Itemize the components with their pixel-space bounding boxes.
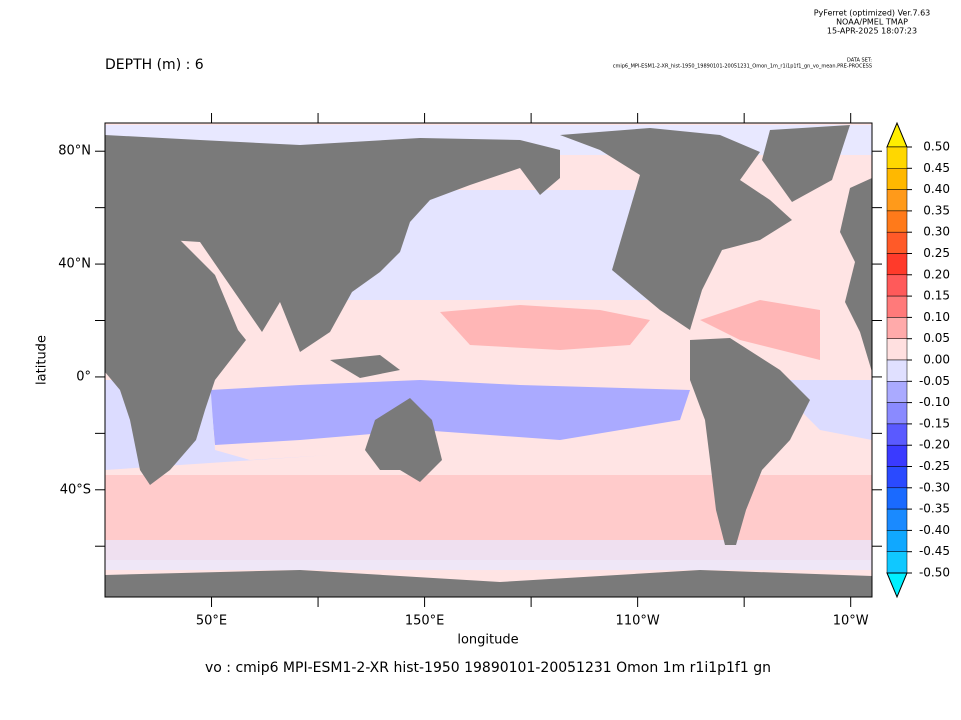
- colorbar-label: -0.30: [919, 480, 950, 494]
- field-region: [105, 540, 872, 570]
- colorbar-box: [886, 381, 908, 403]
- colorbar-box: [886, 295, 908, 318]
- colorbar-box: [886, 168, 908, 190]
- timestamp: 15-APR-2025 18:07:23: [827, 27, 917, 36]
- south-america: [690, 338, 810, 545]
- colorbar-box: [886, 338, 908, 361]
- colorbar-label: -0.25: [919, 459, 950, 473]
- depth-title: DEPTH (m) : 6: [105, 57, 204, 73]
- colorbar-label: 0.20: [923, 267, 950, 281]
- colorbar-label: 0.45: [923, 161, 950, 175]
- colorbar-label: -0.10: [919, 395, 950, 409]
- y-tick-label: 40°N: [58, 257, 91, 272]
- greenland: [762, 125, 850, 202]
- antarctica: [105, 570, 872, 597]
- map-frame: [104, 122, 873, 598]
- x-axis-label: longitude: [457, 633, 518, 648]
- x-tick-label: 110°W: [616, 614, 660, 629]
- colorbar-box: [886, 317, 908, 339]
- colorbar-under: [886, 572, 908, 599]
- colorbar-label: -0.50: [919, 566, 950, 580]
- colorbar-box: [886, 274, 908, 297]
- africa: [105, 235, 246, 485]
- colorbar-box: [886, 146, 908, 169]
- colorbar-box: [886, 253, 908, 276]
- x-tick-label: 150°E: [405, 614, 445, 629]
- colorbar-box: [886, 466, 908, 489]
- colorbar-label: -0.45: [919, 544, 950, 558]
- y-tick-label: 40°S: [60, 482, 91, 497]
- colorbar-label: 0.05: [923, 331, 950, 345]
- colorbar-box: [886, 551, 908, 574]
- field-region: [210, 380, 690, 445]
- europe-west: [840, 178, 872, 372]
- y-axis-label: latitude: [35, 335, 50, 385]
- x-tick-label: 50°E: [196, 614, 227, 629]
- colorbar-label: 0.10: [923, 310, 950, 324]
- colorbar-label: -0.15: [919, 416, 950, 430]
- colorbar-box: [886, 487, 908, 510]
- colorbar-box: [886, 231, 908, 254]
- colorbar-box: [886, 508, 908, 531]
- colorbar-label: 0.15: [923, 289, 950, 303]
- dataset: cmip6_MPI-ESM1-2-XR_hist-1950_19890101-2…: [613, 64, 872, 70]
- colorbar-label: 0.40: [923, 182, 950, 196]
- colorbar-label: 0.00: [923, 353, 950, 367]
- org: NOAA/PMEL TMAP: [836, 18, 908, 27]
- colorbar-label: 0.50: [923, 140, 950, 154]
- australia: [365, 398, 442, 482]
- y-tick-label: 0°: [76, 369, 91, 384]
- colorbar-box: [886, 423, 908, 446]
- colorbar-label: 0.25: [923, 246, 950, 260]
- colorbar-label: 0.30: [923, 225, 950, 239]
- x-tick-label: 10°W: [833, 614, 869, 629]
- indonesia: [330, 355, 400, 378]
- field-region: [700, 300, 820, 360]
- program: PyFerret (optimized) Ver.7.63: [814, 9, 931, 18]
- caption: vo : cmip6 MPI-ESM1-2-XR hist-1950 19890…: [205, 660, 771, 676]
- colorbar-box: [886, 444, 908, 467]
- land: [105, 125, 872, 597]
- colorbar-box: [886, 359, 908, 382]
- colorbar-label: -0.40: [919, 523, 950, 537]
- colorbar-box: [886, 210, 908, 233]
- colorbar-label: -0.20: [919, 438, 950, 452]
- eurasia: [105, 135, 560, 352]
- y-tick-label: 80°N: [58, 144, 91, 159]
- colorbar-box: [886, 189, 908, 212]
- colorbar-over: [886, 121, 908, 148]
- colorbar-box: [886, 530, 908, 552]
- colorbar-box: [886, 402, 908, 425]
- colorbar-label: -0.05: [919, 374, 950, 388]
- colorbar-label: 0.35: [923, 203, 950, 217]
- map-field: [105, 123, 872, 597]
- field-region: [440, 305, 650, 350]
- north-america: [560, 128, 792, 330]
- dataset-label: DATA SET:: [847, 58, 872, 64]
- colorbar-label: -0.35: [919, 502, 950, 516]
